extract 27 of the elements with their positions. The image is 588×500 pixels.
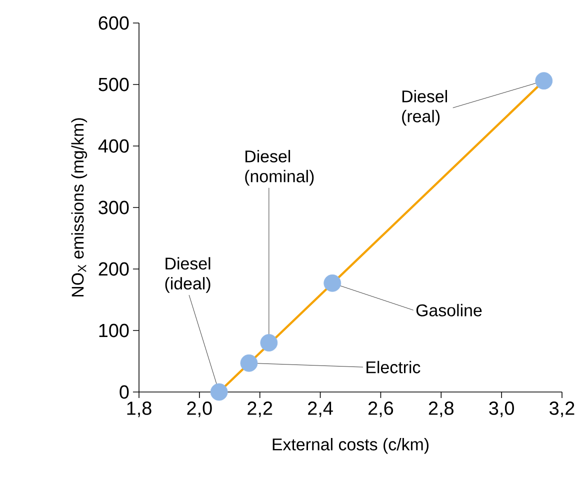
y-tick-label: 400 xyxy=(98,139,129,153)
y-tick-label: 100 xyxy=(99,324,129,338)
annotation: Diesel (ideal) xyxy=(165,257,210,293)
point xyxy=(240,354,258,372)
x-tick-label: 1,8 xyxy=(127,402,152,418)
y-tick-label: 0 xyxy=(120,385,129,399)
annotation: Electric xyxy=(366,360,420,374)
point xyxy=(535,72,553,90)
y-tick-label: 500 xyxy=(98,78,129,92)
y-tick-label: 600 xyxy=(98,16,129,30)
x-tick-label: 3,0 xyxy=(489,402,514,418)
point xyxy=(260,334,278,352)
x-tick-label: 2,0 xyxy=(187,402,212,418)
annotation: Diesel (real) xyxy=(402,90,447,126)
y-tick-label: 300 xyxy=(98,200,129,214)
x-tick-label: 2,2 xyxy=(248,402,272,418)
x-axis-title: External costs (c/km) xyxy=(272,438,428,454)
annotation: Gasoline xyxy=(416,304,482,316)
x-tick-label: 3,2 xyxy=(550,402,574,418)
point xyxy=(210,383,228,401)
x-tick-label: 2,4 xyxy=(308,402,333,418)
x-tick-label: 2,8 xyxy=(428,402,454,418)
annotation: Diesel (nominal) xyxy=(245,150,314,186)
y-axis-title: NO$_{X}$ emissions (mg/km) xyxy=(71,118,88,296)
y-tick-label: 200 xyxy=(98,262,129,276)
point xyxy=(324,274,342,292)
x-tick-label: 2,6 xyxy=(368,402,394,418)
